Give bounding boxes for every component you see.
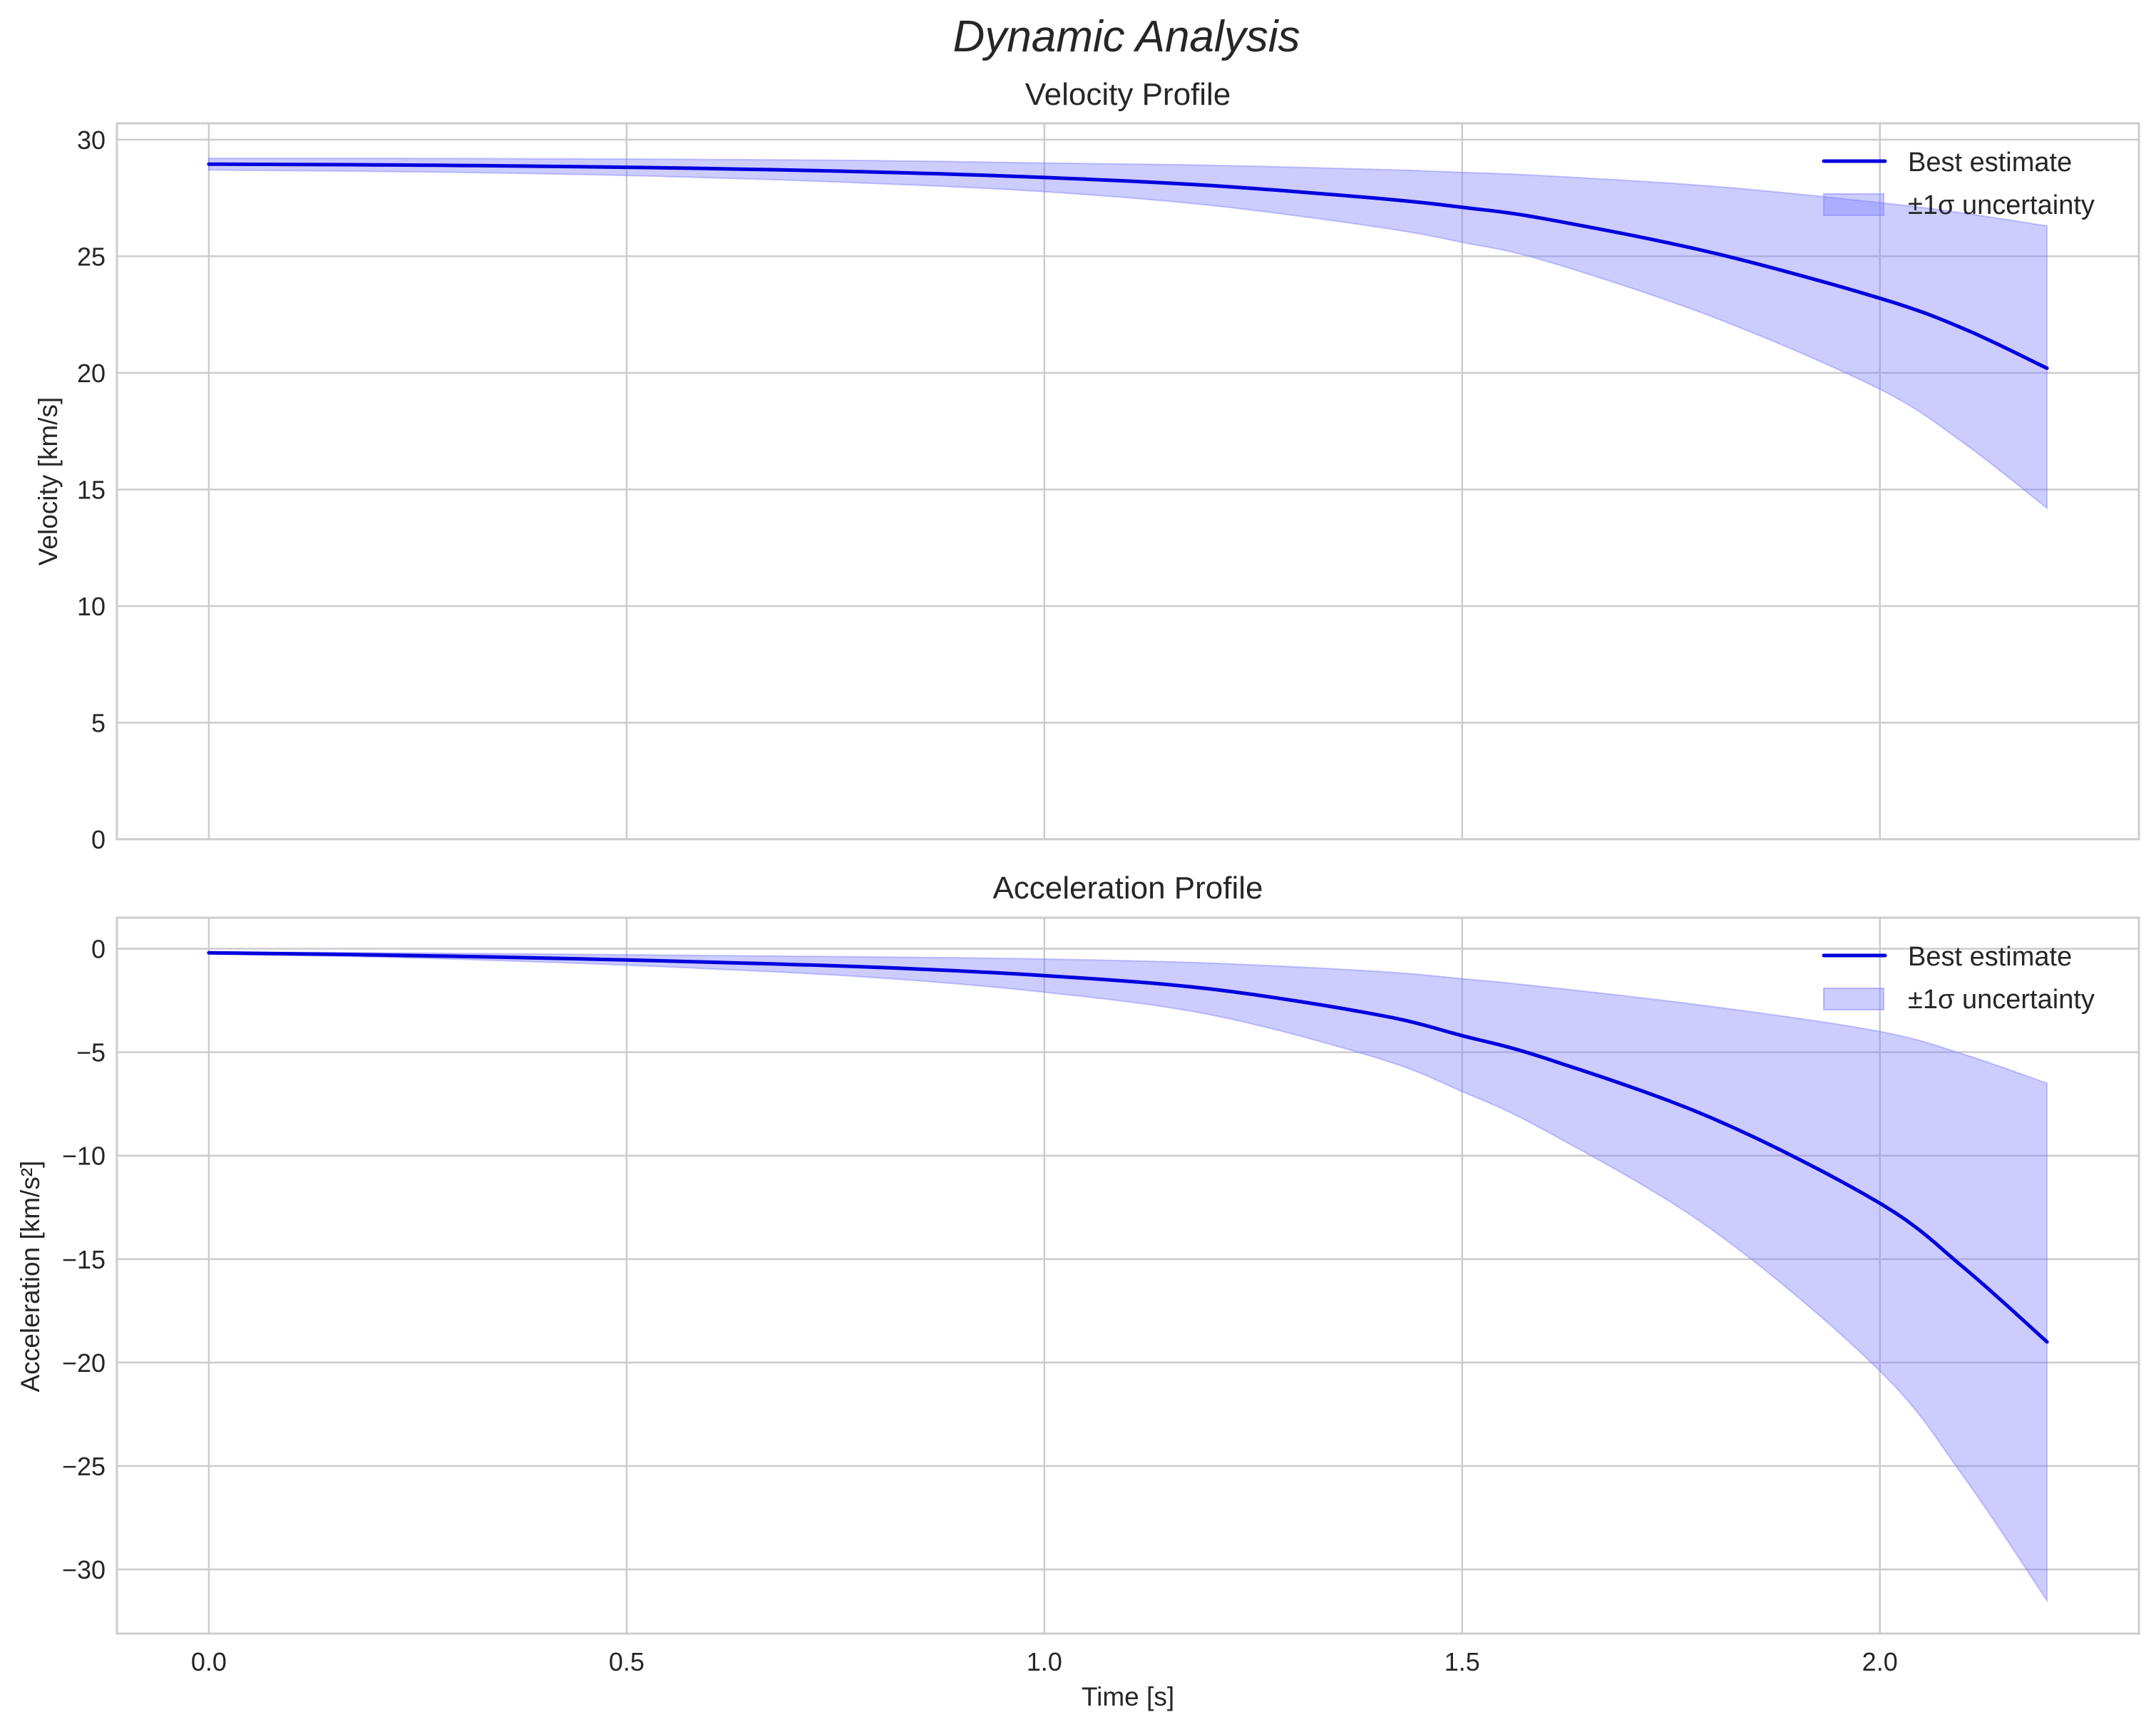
- acceleration-legend: Best estimate ±1σ uncertainty: [1822, 942, 2095, 1015]
- legend-label-uncertainty: ±1σ uncertainty: [1908, 985, 2095, 1015]
- velocity-uncertainty-band: [207, 158, 2048, 510]
- legend-band-swatch-icon: [1823, 193, 1884, 216]
- y-tick-label: −20: [62, 1348, 106, 1378]
- best-estimate-curve: [207, 162, 2049, 370]
- velocity-y-axis-label: Velocity [km/s]: [34, 397, 63, 565]
- y-tick-label: −10: [62, 1142, 106, 1171]
- time-x-axis-label: Time [s]: [1082, 1682, 1174, 1711]
- x-tick-label: 1.5: [1444, 1647, 1480, 1676]
- x-tick-label: 0.0: [191, 1647, 227, 1676]
- legend-label-best-estimate: Best estimate: [1908, 942, 2072, 972]
- velocity-axes-frame: [115, 122, 2140, 841]
- uncertainty-band-area: [207, 950, 2048, 1603]
- uncertainty-band-area: [207, 158, 2048, 510]
- legend-label-uncertainty: ±1σ uncertainty: [1908, 190, 2095, 220]
- velocity-best-estimate-line: [207, 162, 2049, 370]
- legend-label-best-estimate: Best estimate: [1908, 148, 2072, 178]
- y-tick-label: 30: [77, 125, 106, 155]
- velocity-axes: Velocity Profile 0 5 10 15 20 25 30 Velocity […: [34, 77, 2140, 854]
- legend-band-swatch-icon: [1823, 988, 1884, 1010]
- acceleration-axes: Acceleration Profile 0−5−10−15−20−25−30 …: [16, 871, 2140, 1711]
- figure-title: Dynamic Analysis: [953, 12, 1300, 61]
- y-tick-label: 25: [77, 242, 106, 271]
- y-tick-label: −25: [62, 1452, 106, 1481]
- y-tick-label: −5: [76, 1038, 106, 1067]
- acceleration-gridlines: [117, 918, 2139, 1634]
- y-tick-label: 10: [77, 592, 106, 621]
- y-tick-label: −15: [62, 1245, 106, 1274]
- x-tick-label: 0.5: [609, 1647, 645, 1676]
- x-tick-label: 2.0: [1862, 1647, 1898, 1676]
- y-tick-label: 0: [91, 825, 106, 854]
- y-tick-label: 5: [91, 708, 106, 737]
- best-estimate-curve: [207, 950, 2049, 1344]
- y-tick-label: 0: [91, 935, 106, 964]
- axes-border: [115, 916, 2140, 1635]
- acceleration-uncertainty-band: [207, 950, 2048, 1603]
- time-x-tick-labels: 0.0 0.5 1.0 1.5 2.0: [191, 1647, 1898, 1676]
- acceleration-best-estimate-line: [207, 950, 2049, 1344]
- acceleration-axes-frame: [115, 916, 2140, 1635]
- acceleration-axes-title: Acceleration Profile: [992, 871, 1263, 906]
- y-tick-label: 15: [77, 475, 106, 504]
- y-tick-label: 20: [77, 359, 106, 388]
- y-tick-label: −30: [62, 1555, 106, 1584]
- acceleration-y-axis-label: Acceleration [km/s²]: [16, 1161, 45, 1393]
- velocity-axes-title: Velocity Profile: [1025, 77, 1231, 112]
- axes-border: [115, 122, 2140, 841]
- x-tick-label: 1.0: [1027, 1647, 1062, 1676]
- velocity-legend: Best estimate ±1σ uncertainty: [1822, 148, 2095, 220]
- acceleration-y-tick-labels: 0 −5 −10 −15 −20 −25 −30: [62, 935, 106, 1585]
- velocity-y-tick-labels: 0 5 10 15 20 25 30: [77, 125, 106, 854]
